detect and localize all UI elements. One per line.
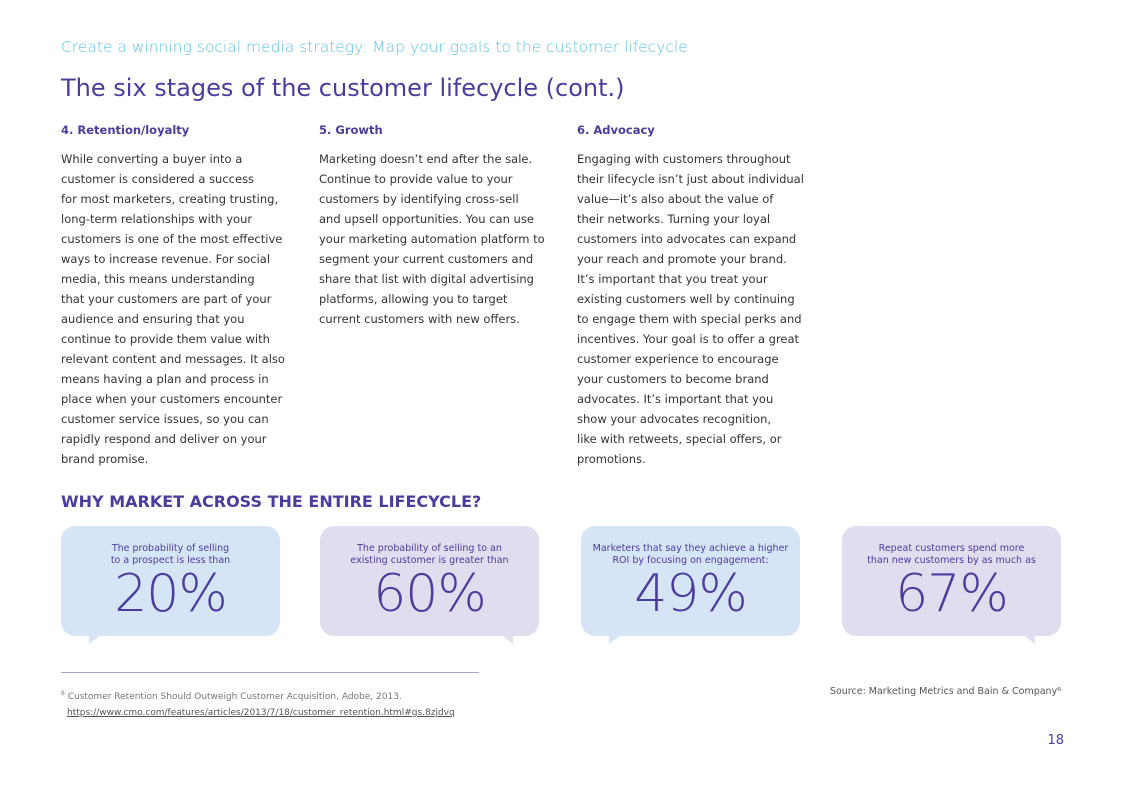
body-text-line: like with retweets, special offers, or: [577, 432, 782, 446]
body-text-line: share that list with digital advertising: [319, 272, 534, 286]
section-kicker: Create a winning social media strategy: …: [61, 38, 688, 56]
column-advocacy: 6. Advocacy Engaging with customers thro…: [577, 122, 827, 469]
source-note: Source: Marketing Metrics and Bain & Com…: [829, 686, 1061, 697]
body-text-line: rapidly respond and deliver on your: [61, 432, 267, 446]
footnote-divider: [61, 672, 479, 673]
body-text-line: your marketing automation platform to: [319, 232, 545, 246]
page-title: The six stages of the customer lifecycle…: [61, 74, 625, 102]
body-text-line: advocates. It’s important that you: [577, 392, 774, 406]
body-text-line: current customers with new offers.: [319, 312, 520, 326]
stat-bubble-existing: The probability of selling to an existing…: [320, 526, 539, 644]
body-text-line: Marketing doesn’t end after the sale.: [319, 152, 533, 166]
body-text-line: It’s important that you treat your: [577, 272, 768, 286]
body-text-line: customer experience to encourage: [577, 352, 779, 366]
body-text-line: customer is considered a success: [61, 172, 255, 186]
stat-bubble-roi: Marketers that say they achieve a higher…: [581, 526, 800, 644]
column-heading: 5. Growth: [319, 123, 383, 137]
stat-bubble-repeat: Repeat customers spend more than new cust…: [842, 526, 1061, 644]
body-text-line: Continue to provide value to your: [319, 172, 513, 186]
stat-caption: The probability of selling to a prospect …: [110, 543, 231, 566]
body-text-line: their networks. Turning your loyal: [577, 212, 771, 226]
bubble-tail: [1017, 630, 1035, 644]
stat-caption: Repeat customers spend more than new cust…: [867, 543, 1036, 566]
body-text-line: segment your current customers and: [319, 252, 534, 266]
stat-value: 60%: [373, 564, 487, 624]
stat-value: 67%: [895, 564, 1009, 624]
body-text-line: customer service issues, so you can: [61, 412, 269, 426]
body-text-line: their lifecycle isn’t just about individ…: [577, 172, 804, 186]
body-text-line: and upsell opportunities. You can use: [319, 212, 534, 226]
body-text-line: for most marketers, creating trusting,: [61, 192, 279, 206]
body-text-line: promotions.: [577, 452, 646, 466]
body-text-line: relevant content and messages. It also: [61, 352, 285, 366]
body-text-line: existing customers well by continuing: [577, 292, 795, 306]
bubble-tail: [89, 630, 107, 644]
body-text-line: show your advocates recognition,: [577, 412, 772, 426]
bubble-tail: [495, 630, 513, 644]
page-number: 18: [1047, 733, 1064, 748]
body-text-line: customers into advocates can expand: [577, 232, 797, 246]
column-heading: 6. Advocacy: [577, 123, 655, 137]
column-retention: 4. Retention/loyalty While converting a …: [61, 122, 311, 469]
body-text-line: customers by identifying cross-sell: [319, 192, 519, 206]
body-text-line: Engaging with customers throughout: [577, 152, 791, 166]
body-text-line: your customers to become brand: [577, 372, 769, 386]
body-text-line: long-term relationships with your: [61, 212, 253, 226]
body-text-line: that your customers are part of your: [61, 292, 272, 306]
column-heading: 4. Retention/loyalty: [61, 123, 190, 137]
body-text-line: value—it’s also about the value of: [577, 192, 774, 206]
stat-value: 49%: [634, 564, 748, 624]
body-text-line: place when your customers encounter: [61, 392, 283, 406]
body-text-line: continue to provide them value with: [61, 332, 270, 346]
stat-value: 20%: [114, 564, 228, 624]
stat-caption: The probability of selling to an existing…: [350, 543, 509, 566]
body-text-line: customers is one of the most effective: [61, 232, 283, 246]
body-text-line: While converting a buyer into a: [61, 152, 243, 166]
footnote: 6 Customer Retention Should Outweigh Cus…: [61, 690, 455, 718]
body-text-line: your reach and promote your brand.: [577, 252, 787, 266]
column-growth: 5. Growth Marketing doesn’t end after th…: [319, 122, 569, 329]
body-text-line: platforms, allowing you to target: [319, 292, 508, 306]
body-text-line: brand promise.: [61, 452, 149, 466]
why-heading: WHY MARKET ACROSS THE ENTIRE LIFECYCLE?: [61, 492, 482, 511]
body-text-line: means having a plan and process in: [61, 372, 269, 386]
body-text-line: audience and ensuring that you: [61, 312, 245, 326]
body-text-line: ways to increase revenue. For social: [61, 252, 271, 266]
stat-caption: Marketers that say they achieve a higher…: [592, 543, 789, 566]
bubble-tail: [609, 630, 627, 644]
body-text-line: incentives. Your goal is to offer a grea…: [577, 332, 800, 346]
stat-bubble-prospect: The probability of selling to a prospect …: [61, 526, 280, 644]
footnote-link[interactable]: https://www.cmo.com/features/articles/20…: [67, 708, 455, 718]
body-text-line: media, this means understanding: [61, 272, 255, 286]
body-text-line: to engage them with special perks and: [577, 312, 802, 326]
